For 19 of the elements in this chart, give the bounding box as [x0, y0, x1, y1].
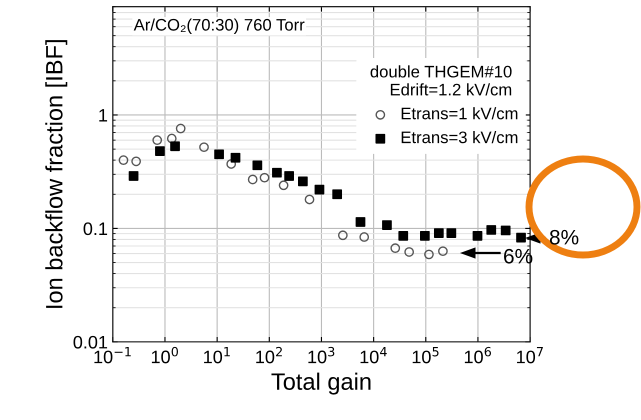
y-tick-label: 0.01: [74, 336, 108, 349]
y-tick-label: 1: [99, 109, 108, 122]
x-tick-label: 10$^{1}$: [204, 347, 230, 364]
x-axis-title: Total gain: [271, 372, 370, 395]
text: 8%: [550, 230, 578, 245]
annotation: Ar/CO₂(70:30) 760 Torr: [134, 18, 304, 34]
legend-title: double THGEM#10 Edrift=1.2 kV/cm: [370, 65, 512, 96]
x-tick-label: 10$^{2}$: [256, 346, 282, 364]
legend-label: Etrans=3 kV/cm: [402, 131, 518, 144]
y-tick-label: 0.1: [84, 222, 108, 236]
x-tick-label: 10$^{−1}$: [94, 347, 131, 364]
x-tick-label: 10$^{6}$: [464, 346, 492, 364]
y-axis-title: Ion backflow fraction [IBF]: [45, 40, 68, 308]
x-tick-label: 10$^{4}$: [360, 347, 387, 364]
x-tick-label: 10$^{7}$: [517, 347, 543, 364]
legend-label: Etrans=1 kV/cm: [402, 107, 518, 120]
x-tick-label: 10$^{3}$: [308, 346, 334, 364]
x-tick-label: 10$^{5}$: [412, 347, 439, 364]
x-tick-label: 10$^{0}$: [152, 346, 178, 364]
